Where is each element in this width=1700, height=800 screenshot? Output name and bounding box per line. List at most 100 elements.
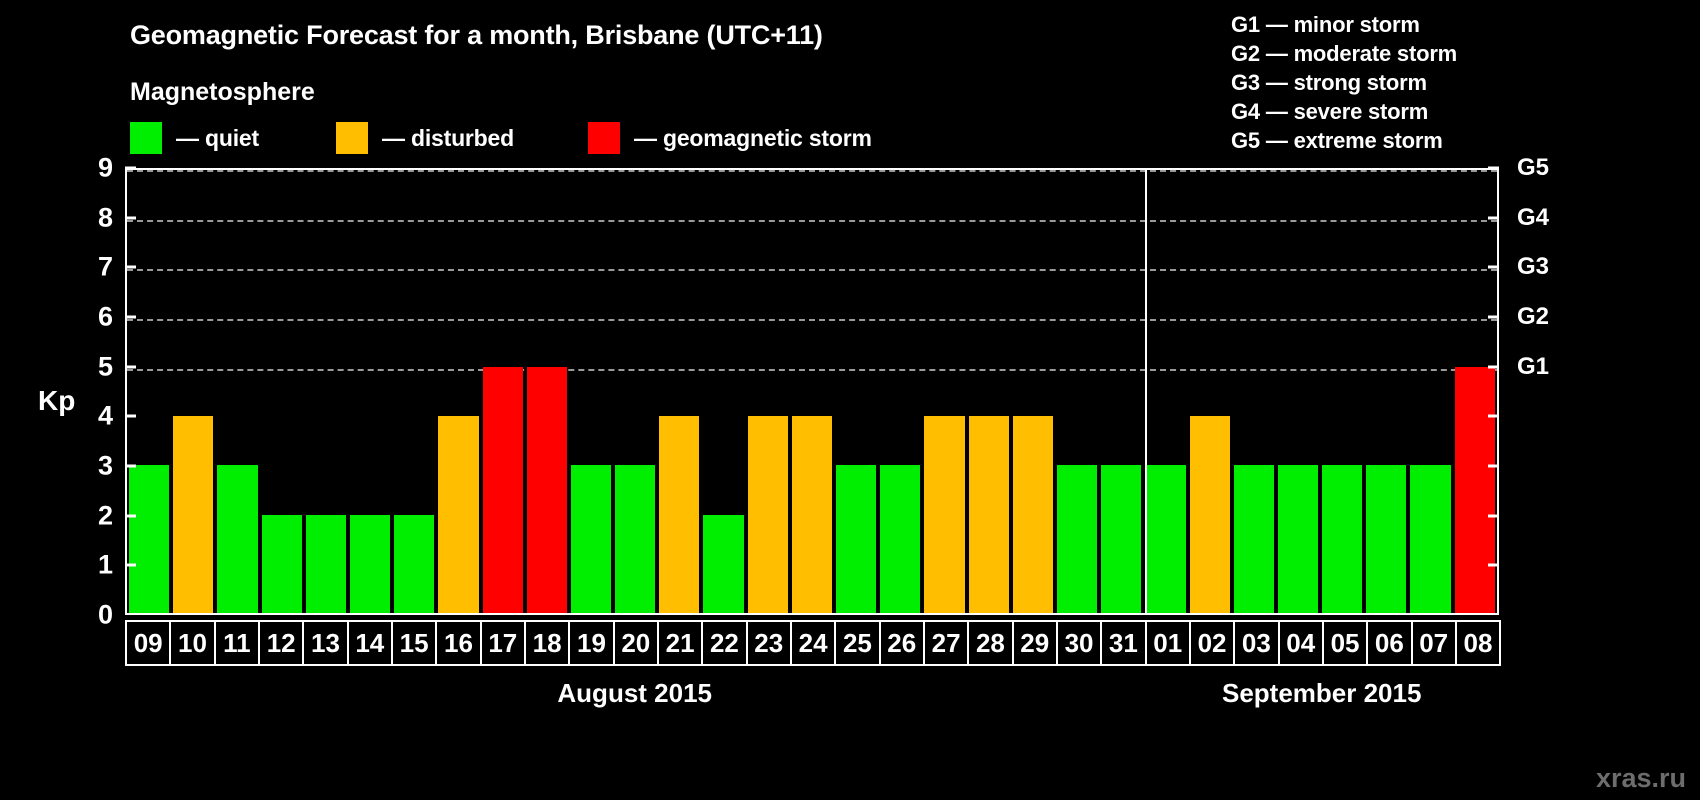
bar bbox=[1277, 465, 1319, 613]
day-label-28: 28 bbox=[967, 620, 1014, 666]
day-label-05: 05 bbox=[1321, 620, 1369, 666]
day-label-25: 25 bbox=[834, 620, 881, 666]
bar bbox=[747, 416, 788, 613]
day-label-27: 27 bbox=[922, 620, 970, 666]
day-label-14: 14 bbox=[346, 620, 393, 666]
g-tick-mark-kp-3 bbox=[1488, 464, 1499, 468]
day-label-12: 12 bbox=[257, 620, 305, 666]
day-label-02: 02 bbox=[1188, 620, 1236, 666]
g-tick-mark-kp-2 bbox=[1488, 514, 1499, 518]
y-tick-mark-3 bbox=[125, 464, 136, 468]
bar bbox=[1145, 465, 1186, 613]
day-label-30: 30 bbox=[1055, 620, 1103, 666]
day-label-26: 26 bbox=[878, 620, 925, 666]
bar bbox=[1366, 465, 1407, 613]
bar bbox=[836, 465, 877, 613]
day-label-20: 20 bbox=[612, 620, 659, 666]
legend-item-label: — disturbed bbox=[382, 124, 514, 151]
bar-cell-31 bbox=[1099, 170, 1143, 613]
g-tick-mark-kp-1 bbox=[1488, 563, 1499, 567]
day-label-08: 08 bbox=[1454, 620, 1502, 666]
gridline-kp-5 bbox=[127, 368, 1497, 371]
g-tick-mark-kp-6 bbox=[1488, 315, 1499, 319]
bar-cell-26 bbox=[878, 170, 922, 613]
g-tick-label-G4: G4 bbox=[1517, 203, 1550, 231]
bar bbox=[129, 465, 170, 613]
g-tick-mark-kp-5 bbox=[1488, 365, 1499, 369]
day-label-19: 19 bbox=[568, 620, 615, 666]
y-tick-mark-6 bbox=[125, 315, 136, 319]
bar-cell-09 bbox=[127, 170, 171, 613]
day-label-04: 04 bbox=[1277, 620, 1324, 666]
day-label-09: 09 bbox=[125, 620, 172, 666]
bar bbox=[1101, 465, 1142, 613]
g-tick-label-G2: G2 bbox=[1517, 303, 1550, 330]
y-tick-label-8: 8 bbox=[97, 202, 113, 233]
day-label-17: 17 bbox=[479, 620, 526, 666]
bar-cell-25 bbox=[834, 170, 878, 613]
bar bbox=[173, 416, 214, 613]
y-tick-mark-5 bbox=[125, 365, 136, 369]
month-label-0: August 2015 bbox=[557, 678, 713, 708]
gridline-kp-9 bbox=[127, 170, 1497, 172]
bar bbox=[1322, 465, 1363, 613]
y-tick-label-9: 9 bbox=[97, 152, 113, 183]
g-tick-mark-kp-9 bbox=[1488, 166, 1499, 170]
bar-cell-20 bbox=[613, 170, 657, 613]
bar-cell-27 bbox=[922, 170, 966, 613]
bar bbox=[703, 514, 744, 613]
day-label-23: 23 bbox=[745, 620, 792, 666]
bar-cell-04 bbox=[1276, 170, 1320, 613]
day-label-24: 24 bbox=[789, 620, 837, 666]
legend-item-label: — geomagnetic storm bbox=[634, 124, 872, 151]
day-label-29: 29 bbox=[1011, 620, 1058, 666]
bar bbox=[1233, 465, 1274, 613]
y-tick-label-4: 4 bbox=[97, 400, 113, 431]
y-tick-label-1: 1 bbox=[97, 549, 113, 580]
bar-cell-21 bbox=[657, 170, 701, 613]
bar-cell-18 bbox=[525, 170, 569, 613]
gscale-row-1: G1 — minor storm bbox=[1231, 12, 1420, 37]
bar bbox=[1056, 465, 1098, 613]
bar-series bbox=[127, 170, 1497, 613]
day-label-13: 13 bbox=[302, 620, 349, 666]
bar-cell-16 bbox=[436, 170, 480, 613]
bar bbox=[305, 514, 346, 613]
bar-cell-02 bbox=[1188, 170, 1232, 613]
gridline-kp-8 bbox=[127, 219, 1497, 222]
bar-cell-06 bbox=[1364, 170, 1408, 613]
y-tick-label-2: 2 bbox=[97, 500, 113, 531]
bar-cell-23 bbox=[746, 170, 790, 613]
legend-item-0: — quiet bbox=[130, 122, 259, 154]
bar-cell-10 bbox=[171, 170, 215, 613]
bar-cell-13 bbox=[304, 170, 348, 613]
bar bbox=[1012, 416, 1053, 613]
day-label-06: 06 bbox=[1366, 620, 1413, 666]
gridline-kp-7 bbox=[127, 269, 1497, 272]
bar-cell-05 bbox=[1320, 170, 1364, 613]
red-square-icon bbox=[588, 122, 620, 154]
green-square-icon bbox=[130, 122, 162, 154]
bar-cell-19 bbox=[569, 170, 613, 613]
bar bbox=[349, 514, 391, 613]
day-axis: 09 10 11 12 13 14 15 16 17 18 19 20 21 22 23 24 25 26 27 28… bbox=[125, 620, 1502, 666]
bar bbox=[615, 465, 656, 613]
bar bbox=[261, 514, 302, 613]
y-tick-label-5: 5 bbox=[97, 351, 113, 382]
bar-cell-12 bbox=[260, 170, 304, 613]
gscale-legend: G1 — minor storm G2 — moderate storm G3 — … bbox=[1231, 10, 1457, 155]
bar bbox=[394, 514, 435, 613]
bar bbox=[526, 366, 567, 613]
bar bbox=[482, 366, 523, 613]
day-label-16: 16 bbox=[435, 620, 482, 666]
g-tick-mark-kp-7 bbox=[1488, 265, 1499, 269]
bar bbox=[570, 465, 612, 613]
y-tick-mark-9 bbox=[125, 166, 136, 170]
page-title: Geomagnetic Forecast for a month, Brisba… bbox=[130, 20, 823, 50]
g-tick-label-G1: G1 bbox=[1517, 352, 1550, 380]
day-label-11: 11 bbox=[213, 620, 260, 666]
y-tick-mark-7 bbox=[125, 265, 136, 269]
day-label-31: 31 bbox=[1100, 620, 1147, 666]
y-tick-label-0: 0 bbox=[97, 599, 113, 630]
bar bbox=[1189, 416, 1230, 613]
